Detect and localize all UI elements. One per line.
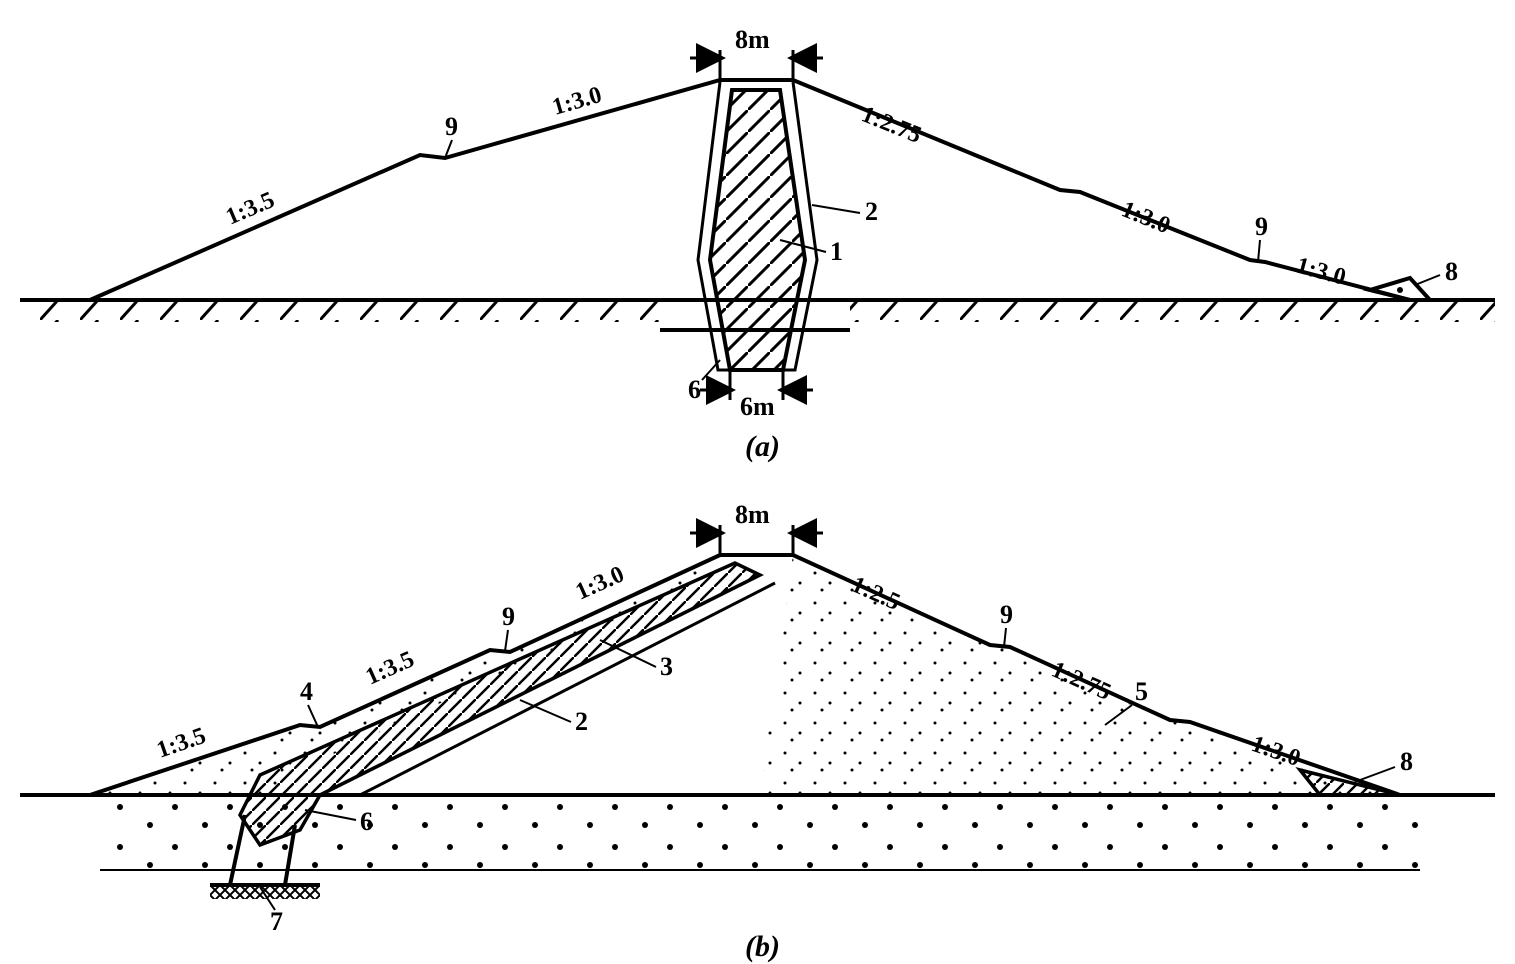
diagram-b-svg: 8m 1:3.5 1:3.5 1:3.0 1:2.5 1:2.75 1:3.0 … xyxy=(0,475,1515,955)
sublabel-a: (a) xyxy=(745,430,780,464)
crest-width-b: 8m xyxy=(735,500,770,529)
toe-drain-dot-a xyxy=(1397,287,1403,293)
filter-layer-b xyxy=(320,575,775,795)
diagram-a-svg: 8m 6m 1:3.5 1:3.0 1:2.75 1:3.0 1:3.0 9 2… xyxy=(0,0,1515,440)
sublabel-b: (b) xyxy=(745,930,780,964)
callout-4-leader-b xyxy=(308,705,318,727)
callout-5-b: 5 xyxy=(1135,677,1148,706)
ground-hatch-left-a xyxy=(20,300,660,322)
callout-9-right-leader-a xyxy=(1258,240,1260,262)
callout-1-a: 1 xyxy=(830,237,843,266)
callout-9-right-leader-b xyxy=(1004,628,1006,647)
callout-6-b: 6 xyxy=(360,807,373,836)
slope-left-outer-a: 1:3.5 xyxy=(222,187,278,230)
callout-7-b: 7 xyxy=(270,907,283,936)
base-width-a: 6m xyxy=(740,392,775,421)
slope-left-inner-b: 1:3.0 xyxy=(572,561,628,605)
callout-8-leader-a xyxy=(1415,275,1440,285)
callout-3-b: 3 xyxy=(660,652,673,681)
callout-3-leader-b xyxy=(600,640,656,667)
callout-9-left-b: 9 xyxy=(502,602,515,631)
slope-left-mid-b: 1:3.5 xyxy=(362,646,418,690)
callout-9-left-leader-b xyxy=(505,630,508,651)
callout-2-leader-a xyxy=(812,205,860,213)
diagram-b: 8m 1:3.5 1:3.5 1:3.0 1:2.5 1:2.75 1:3.0 … xyxy=(0,475,1515,955)
callout-9-right-b: 9 xyxy=(1000,600,1013,629)
zone4-fill-b xyxy=(90,555,730,795)
callout-9-right-a: 9 xyxy=(1255,212,1268,241)
slope-right-outer1-a: 1:3.0 xyxy=(1118,196,1174,239)
callout-2-a: 2 xyxy=(865,197,878,226)
ground-hatch-right-a xyxy=(850,300,1495,322)
diagram-a: 8m 6m 1:3.5 1:3.0 1:2.75 1:3.0 1:3.0 9 2… xyxy=(0,0,1515,440)
crest-width-a: 8m xyxy=(735,25,770,54)
callout-8-a: 8 xyxy=(1445,257,1458,286)
callout-2-b: 2 xyxy=(575,707,588,736)
slope-right-inner-a: 1:2.75 xyxy=(858,101,925,148)
callout-4-b: 4 xyxy=(300,677,313,706)
toe-drain-b xyxy=(1300,770,1400,795)
slope-right-outer2-a: 1:3.0 xyxy=(1293,253,1348,291)
callout-6-a: 6 xyxy=(688,375,701,404)
callout-8-leader-b xyxy=(1360,767,1395,780)
bedrock-b xyxy=(210,885,320,899)
callout-8-b: 8 xyxy=(1400,747,1413,776)
callout-9-left-a: 9 xyxy=(445,112,458,141)
